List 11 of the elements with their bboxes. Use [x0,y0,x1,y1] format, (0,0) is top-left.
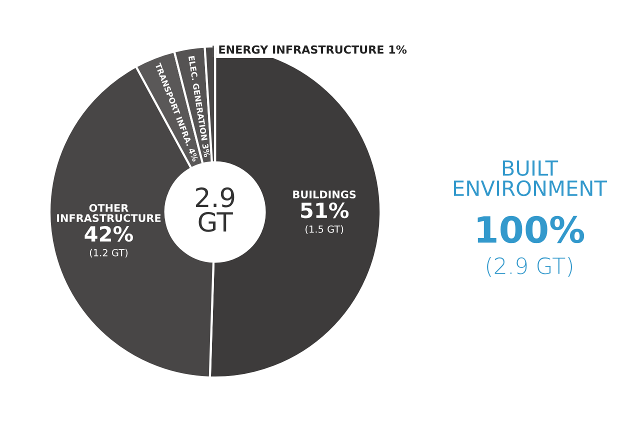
slice-label: BUILDINGS [293,190,356,198]
text: BUILT ENVIRONMENT [454,160,608,196]
text: (1.2 GT) [90,248,128,258]
data-label: 51% [301,202,349,218]
text: (1.5 GT) [306,225,344,234]
text: (2.9 GT) [487,257,572,277]
slice-label: OTHER INFRASTRUCTURE [57,204,161,222]
data-label: 42% [84,226,133,242]
text: 100% [478,216,584,244]
text: 2.9 GT [196,187,234,232]
slice-label: ENERGY INFRASTRUCTURE 1% [219,45,407,54]
